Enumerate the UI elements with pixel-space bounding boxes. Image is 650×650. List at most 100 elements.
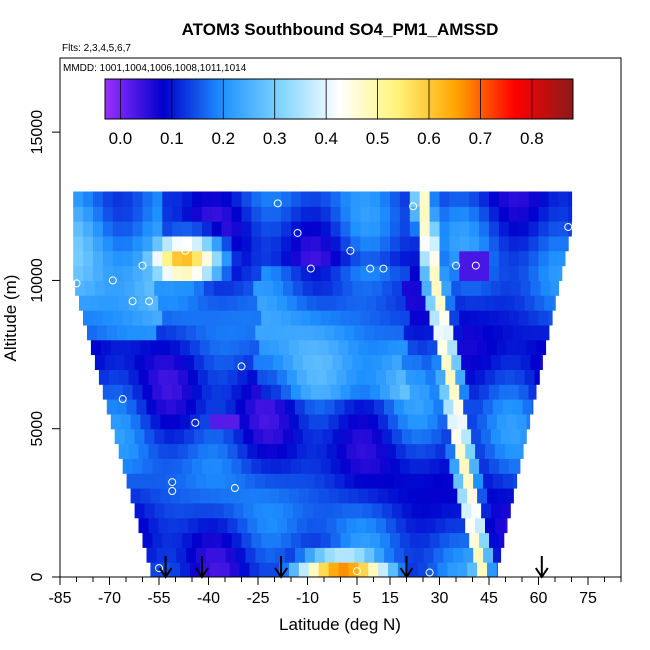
heatmap-cell bbox=[370, 310, 381, 326]
heatmap-cell bbox=[382, 428, 393, 445]
sample-point bbox=[471, 261, 480, 270]
heatmap-cell bbox=[154, 354, 165, 370]
heatmap-cell bbox=[356, 443, 367, 459]
heatmap-cell bbox=[457, 339, 468, 356]
heatmap-cell bbox=[506, 339, 518, 356]
heatmap-cell bbox=[387, 339, 399, 356]
heatmap-cell bbox=[488, 310, 500, 326]
heatmap-cell bbox=[330, 191, 342, 207]
heatmap-cell bbox=[223, 428, 235, 445]
heatmap-cell bbox=[429, 310, 440, 326]
heatmap-cell bbox=[429, 532, 441, 548]
x-axis: -85 -70 -55 -40 -25 -10 5 15 30 45 60 75 bbox=[48, 577, 622, 607]
heatmap-cell bbox=[257, 369, 268, 385]
heatmap-cell bbox=[142, 532, 153, 548]
heatmap-cell bbox=[259, 488, 270, 504]
heatmap-cell bbox=[136, 399, 147, 415]
heatmap-cell bbox=[201, 235, 213, 252]
heatmap-cell bbox=[528, 310, 539, 326]
heatmap-cell bbox=[164, 428, 175, 445]
heatmap-cell bbox=[73, 250, 84, 267]
heatmap-cell bbox=[352, 502, 363, 519]
sample-point bbox=[273, 199, 282, 208]
heatmap-cell bbox=[73, 235, 84, 252]
heatmap-cell bbox=[192, 265, 203, 281]
heatmap-cell bbox=[243, 280, 254, 296]
heatmap-cell bbox=[215, 473, 227, 489]
sample-point bbox=[353, 567, 361, 576]
heatmap-cell bbox=[253, 428, 264, 445]
heatmap-cell bbox=[174, 280, 185, 296]
heatmap-cell bbox=[376, 295, 387, 311]
heatmap-cell bbox=[126, 473, 138, 489]
heatmap-cell bbox=[449, 206, 460, 222]
heatmap-cell bbox=[118, 443, 130, 459]
heatmap-cell bbox=[300, 221, 312, 237]
heatmap-cell bbox=[231, 191, 243, 207]
heatmap-cell bbox=[558, 265, 563, 281]
y-tick-label: 0 bbox=[29, 572, 46, 581]
heatmap-cell bbox=[126, 324, 138, 341]
heatmap-cell bbox=[102, 206, 114, 222]
heatmap-cell bbox=[498, 532, 505, 548]
heatmap-cell bbox=[419, 265, 431, 281]
heatmap-cell bbox=[485, 517, 496, 534]
heatmap-cell bbox=[489, 265, 500, 281]
heatmap-cell bbox=[243, 354, 254, 370]
sample-point bbox=[108, 276, 117, 285]
heatmap-cell bbox=[328, 413, 340, 430]
sample-point bbox=[379, 264, 388, 273]
heatmap-cell bbox=[322, 428, 334, 445]
heatmap-cell bbox=[150, 413, 161, 430]
heatmap-cell bbox=[205, 473, 217, 489]
heatmap-cell bbox=[235, 399, 246, 415]
heatmap-cell bbox=[257, 443, 268, 459]
heatmap-cell bbox=[142, 191, 153, 207]
heatmap-cell bbox=[558, 235, 569, 252]
heatmap-cell bbox=[413, 547, 425, 563]
heatmap-cell bbox=[322, 502, 334, 519]
heatmap-cell bbox=[251, 532, 262, 548]
heatmap-cell bbox=[211, 221, 223, 237]
heatmap-cell bbox=[459, 206, 470, 222]
heatmap-cell bbox=[518, 235, 530, 252]
heatmap-cell bbox=[291, 206, 302, 222]
heatmap-cell bbox=[170, 562, 181, 577]
heatmap-cell bbox=[312, 428, 324, 445]
heatmap-cell bbox=[170, 339, 181, 356]
heatmap-cell bbox=[334, 547, 346, 563]
heatmap-cell bbox=[279, 488, 290, 504]
heatmap-cell bbox=[449, 250, 460, 267]
heatmap-cell bbox=[281, 265, 292, 281]
heatmap-cell bbox=[114, 354, 126, 370]
heatmap-cell bbox=[469, 458, 480, 474]
heatmap-cell bbox=[192, 221, 203, 237]
sample-point bbox=[72, 279, 81, 288]
heatmap-cell bbox=[372, 502, 383, 519]
heatmap-cell bbox=[128, 295, 139, 311]
heatmap-cell bbox=[251, 265, 262, 281]
heatmap-cell bbox=[516, 339, 528, 356]
heatmap-cell bbox=[172, 458, 183, 474]
heatmap-cell bbox=[316, 295, 328, 311]
heatmap-cell bbox=[465, 443, 476, 459]
heatmap-cell bbox=[239, 339, 250, 356]
heatmap-cell bbox=[128, 369, 140, 385]
x-tick-label: 30 bbox=[431, 590, 449, 607]
heatmap-cell bbox=[138, 295, 149, 311]
heatmap-cell bbox=[358, 488, 369, 504]
heatmap-cell bbox=[370, 265, 381, 281]
heatmap-cell bbox=[479, 310, 490, 326]
heatmap-cell bbox=[388, 488, 399, 504]
heatmap-cell bbox=[496, 562, 498, 577]
heatmap-cell bbox=[263, 428, 274, 445]
heatmap-cell bbox=[465, 369, 476, 385]
heatmap-cell bbox=[152, 532, 163, 548]
heatmap-cell bbox=[83, 235, 94, 252]
heatmap-cell bbox=[518, 458, 521, 474]
heatmap-cell bbox=[465, 295, 476, 311]
heatmap-cell bbox=[324, 547, 336, 563]
heatmap-cell bbox=[231, 221, 243, 237]
heatmap-cell bbox=[162, 191, 173, 207]
heatmap-cell bbox=[490, 280, 502, 296]
